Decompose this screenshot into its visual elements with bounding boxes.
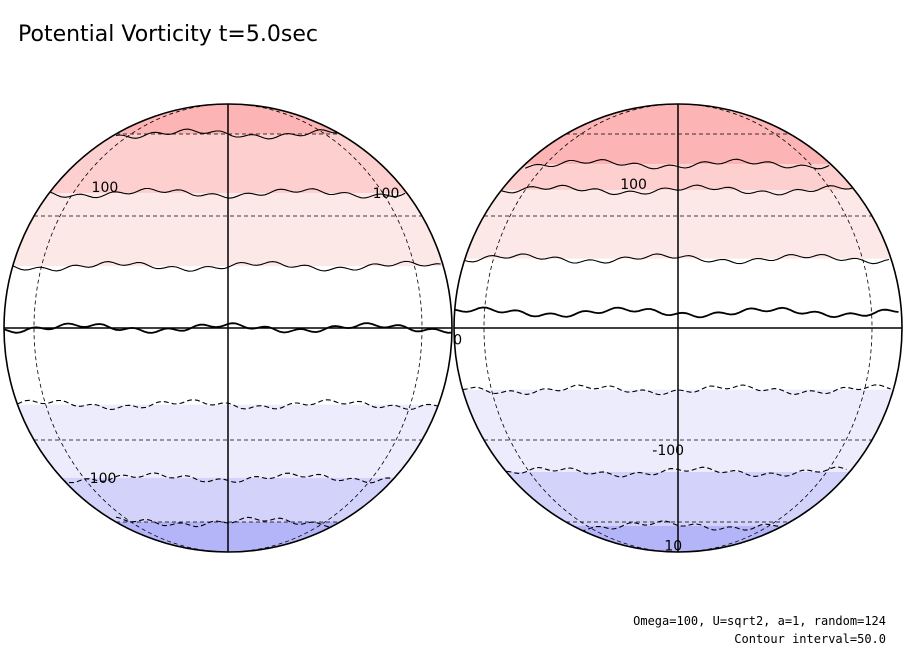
contour--100 bbox=[506, 466, 847, 478]
chart-title: Potential Vorticity t=5.0sec bbox=[18, 22, 318, 47]
longitude-line bbox=[483, 103, 679, 553]
contour-label: 100 bbox=[92, 180, 119, 196]
contour-100 bbox=[48, 187, 406, 199]
graticule bbox=[4, 103, 452, 553]
globe-outline bbox=[3, 103, 453, 553]
contour-label: 10 bbox=[664, 538, 682, 554]
contour-50 bbox=[12, 260, 441, 272]
globe-outline bbox=[453, 103, 903, 553]
contour-0 bbox=[454, 306, 899, 319]
longitude-line bbox=[677, 103, 873, 553]
contour--50 bbox=[462, 384, 891, 396]
contour-label: 100 bbox=[373, 186, 400, 202]
contour--150 bbox=[572, 520, 781, 532]
longitude-line bbox=[227, 103, 423, 553]
contour-interval-note: Contour interval=50.0 bbox=[734, 632, 886, 646]
graticule bbox=[454, 103, 902, 553]
longitude-line bbox=[33, 103, 229, 553]
contour-label: 0 bbox=[453, 333, 462, 349]
contour-label: -100 bbox=[652, 443, 684, 459]
contour-label: 100 bbox=[620, 177, 647, 193]
left-hemisphere: 100 100 -100 bbox=[3, 103, 453, 553]
contour-50 bbox=[464, 253, 890, 265]
contour-label: -100 bbox=[85, 471, 117, 487]
parameters-note: Omega=100, U=sqrt2, a=1, random=124 bbox=[633, 614, 886, 628]
contour-150 bbox=[524, 158, 830, 170]
right-hemisphere: 100 0 -100 10 bbox=[453, 103, 903, 554]
